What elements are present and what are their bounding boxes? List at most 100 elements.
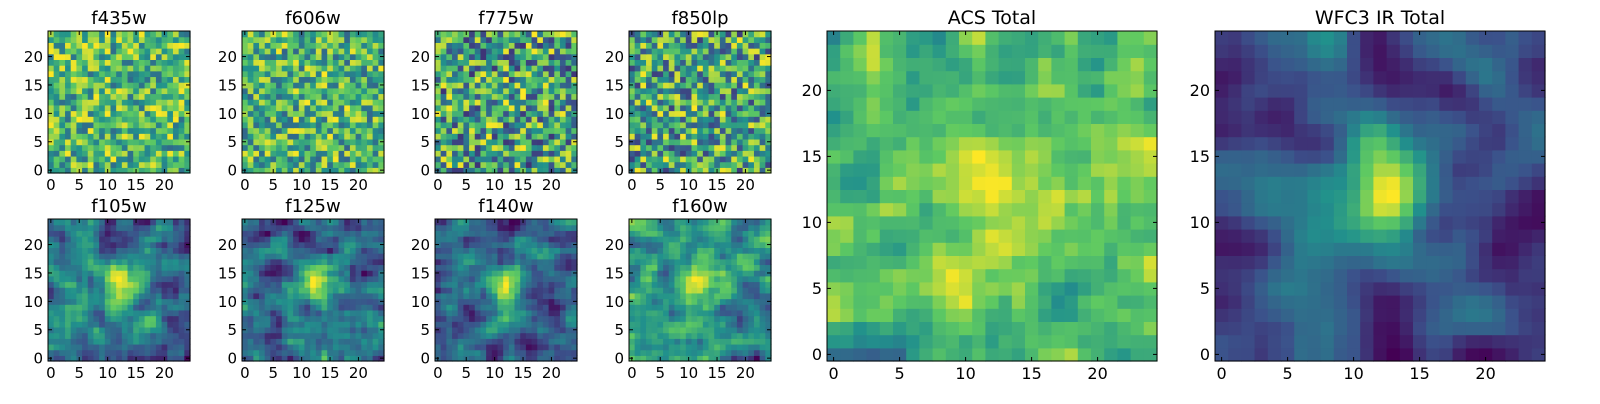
heatmap-cell [322,156,328,162]
heatmap-cell [669,321,675,327]
heatmap-cell [48,264,54,270]
heatmap-cell [674,281,680,287]
heatmap-cell [173,299,179,305]
heatmap-cell [253,82,259,88]
heatmap-cell [344,344,350,350]
heatmap-cell [554,310,560,316]
heatmap-cell [657,88,663,94]
heatmap-cell [743,333,749,339]
heatmap-cell [680,93,686,99]
heatmap-cell [640,133,646,139]
heatmap-cell [703,145,709,151]
heatmap-cell [441,31,447,37]
heatmap-cell [59,145,65,151]
heatmap-cell [99,270,105,276]
heatmap-cell [503,48,509,54]
heatmap-cell [116,230,122,236]
heatmap-cell [179,219,185,225]
heatmap-cell [122,264,128,270]
heatmap-cell [116,259,122,265]
heatmap-cell [441,145,447,151]
heatmap-cell [105,37,111,43]
heatmap-cell [503,82,509,88]
heatmap-cell [145,54,151,60]
heatmap-cell [674,162,680,168]
heatmap-cell [167,338,173,344]
heatmap-cell [293,48,299,54]
heatmap-cell [743,162,749,168]
heatmap-cell [554,327,560,333]
heatmap-cell [760,338,766,344]
heatmap-cell [520,145,526,151]
heatmap-cell [299,76,305,82]
heatmap-cell [82,276,88,282]
heatmap-cell [287,281,293,287]
heatmap-cell [720,350,726,356]
heatmap-cell [680,42,686,48]
heatmap-cell [93,299,99,305]
heatmap-cell [333,299,339,305]
heatmap-cell [669,93,675,99]
heatmap-cell [509,139,515,145]
heatmap-cell [287,31,293,37]
heatmap-cell [270,253,276,259]
heatmap-cell [714,133,720,139]
heatmap-cell [116,219,122,225]
heatmap-cell [526,259,532,265]
heatmap-cell [350,230,356,236]
heatmap-cell [82,299,88,305]
heatmap-cell [469,225,475,231]
heatmap-cell [179,281,185,287]
heatmap-cell [133,111,139,117]
heatmap-cell [560,338,566,344]
heatmap-cell [82,304,88,310]
x-tick-label: 0 [433,176,443,194]
heatmap-cell [133,65,139,71]
heatmap-cell [674,65,680,71]
heatmap-cell [726,99,732,105]
heatmap-cell [122,128,128,134]
heatmap-cell [316,338,322,344]
heatmap-cell [150,116,156,122]
heatmap-cell [635,116,641,122]
heatmap-cell [640,145,646,151]
heatmap-cell [731,54,737,60]
heatmap-cell [497,65,503,71]
heatmap-cell [760,48,766,54]
heatmap-cell [242,76,248,82]
heatmap-cell [543,242,549,248]
heatmap-cell [373,316,379,322]
heatmap-cell [276,253,282,259]
heatmap-cell [748,316,754,322]
heatmap-cell [150,338,156,344]
heatmap-cell [469,236,475,242]
heatmap-cell [361,99,367,105]
heatmap-cell [480,310,486,316]
heatmap-cell [133,128,139,134]
heatmap-cell [122,99,128,105]
heatmap-cell [480,82,486,88]
heatmap-cell [657,93,663,99]
heatmap-cell [167,264,173,270]
heatmap-cell [515,150,521,156]
heatmap-cell [242,350,248,356]
heatmap-cell [248,139,254,145]
heatmap-cell [646,37,652,43]
heatmap-cell [304,264,310,270]
heatmap-cell [720,133,726,139]
heatmap-cell [566,287,572,293]
heatmap-cell [509,327,515,333]
heatmap-cell [333,281,339,287]
heatmap-cell [709,327,715,333]
heatmap-cell [304,111,310,117]
heatmap-cell [441,156,447,162]
heatmap-cell [59,304,65,310]
heatmap-cell [463,133,469,139]
heatmap-cell [270,150,276,156]
heatmap-cell [703,304,709,310]
heatmap-cell [179,350,185,356]
heatmap-cell [162,293,168,299]
heatmap-cell [299,145,305,151]
x-tick-label: 15 [320,364,339,382]
